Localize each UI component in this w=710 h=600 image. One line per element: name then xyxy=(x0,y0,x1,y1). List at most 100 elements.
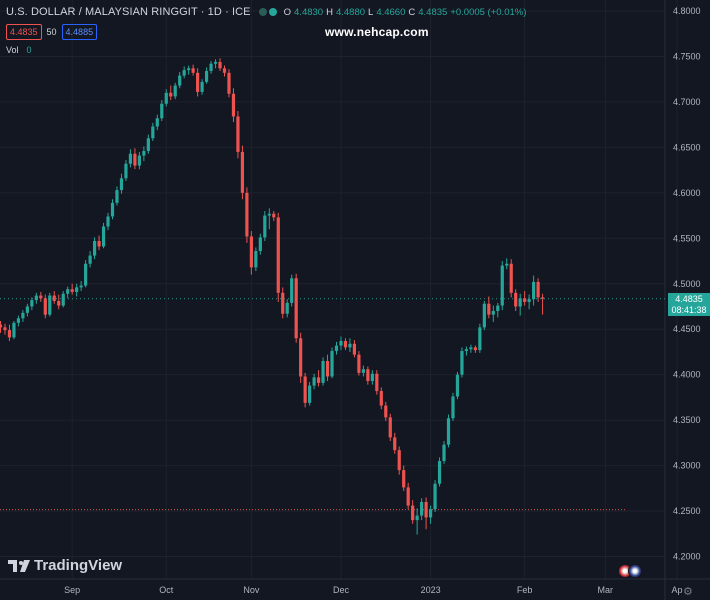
candle-body xyxy=(21,312,25,319)
volume-legend[interactable]: Vol 0 xyxy=(6,45,32,55)
candle-body xyxy=(388,417,392,438)
candle xyxy=(455,371,460,400)
candle-body xyxy=(66,289,70,294)
close-value: 4.4835 xyxy=(418,6,448,18)
candle-body xyxy=(442,444,446,462)
candle-body xyxy=(240,151,245,193)
price-tick-label: 4.5500 xyxy=(673,233,701,243)
candle-body xyxy=(52,295,56,302)
candle-body xyxy=(191,68,195,73)
market-status[interactable] xyxy=(258,8,277,16)
candle-body xyxy=(397,450,401,471)
settings-gear-icon[interactable]: ⚙ xyxy=(683,586,693,598)
tradingview-logo[interactable]: TradingView xyxy=(8,557,122,574)
candle-body xyxy=(370,373,374,382)
symbol-title: U.S. DOLLAR / MALAYSIAN RINGGIT · 1D · I… xyxy=(6,6,251,18)
time-tick-label: Mar xyxy=(598,585,614,595)
candle xyxy=(303,372,307,408)
candle xyxy=(231,88,236,122)
price-tick-label: 4.3000 xyxy=(673,461,701,471)
candle xyxy=(433,480,437,512)
candle-body xyxy=(312,377,316,386)
candle xyxy=(509,259,513,298)
candle xyxy=(393,432,397,454)
candle-body xyxy=(231,93,236,117)
candle-body xyxy=(348,343,352,348)
candle xyxy=(420,498,424,521)
candle xyxy=(79,281,83,292)
candle xyxy=(348,338,352,352)
time-tick-label: Ap xyxy=(671,585,682,595)
candle xyxy=(375,370,379,395)
status-dot-icon xyxy=(268,8,277,16)
candle xyxy=(169,85,173,101)
candle xyxy=(3,323,7,335)
candle-body xyxy=(536,281,540,298)
candle xyxy=(66,286,70,299)
candle xyxy=(446,414,451,448)
candle xyxy=(182,66,186,79)
candle-body xyxy=(505,263,509,266)
candle-body xyxy=(523,298,527,302)
price-tick-label: 4.7500 xyxy=(673,51,701,61)
candle-body xyxy=(79,285,83,288)
candle xyxy=(334,341,339,355)
candle-body xyxy=(357,354,361,373)
candle-body xyxy=(34,295,38,301)
candle xyxy=(236,111,240,159)
candle xyxy=(178,71,182,89)
candle-body xyxy=(424,501,428,518)
candle xyxy=(325,354,330,382)
reference-lines xyxy=(0,298,665,511)
candle-body xyxy=(496,305,500,312)
candle xyxy=(267,208,271,230)
candle xyxy=(505,258,509,270)
candle-body xyxy=(30,300,34,307)
candle-body xyxy=(155,118,159,127)
price-tick-label: 4.5000 xyxy=(673,279,701,289)
candle xyxy=(339,336,343,351)
time-tick-label: Dec xyxy=(333,585,350,595)
candle xyxy=(437,457,442,487)
candle-body xyxy=(384,405,388,418)
candle-body xyxy=(415,515,419,521)
candle xyxy=(146,134,150,154)
last-price-tag: 4.4835 08:41:38 xyxy=(668,293,710,316)
status-dot-icon xyxy=(258,8,267,16)
candle-body xyxy=(25,306,29,313)
candle-body xyxy=(106,216,110,227)
candle xyxy=(12,321,16,340)
candle-body xyxy=(532,281,536,300)
time-axis: Sep Oct Nov Dec 2023 Feb Mar Ap xyxy=(64,585,682,595)
candle-body xyxy=(173,85,177,97)
candle-body xyxy=(61,293,65,306)
sell-button[interactable]: 4.4835 xyxy=(6,24,42,40)
candle-body xyxy=(218,61,222,69)
candle xyxy=(308,381,312,406)
candle xyxy=(276,212,280,302)
candle xyxy=(39,291,43,302)
candle-body xyxy=(402,470,406,488)
time-tick-label: Oct xyxy=(159,585,174,595)
candle-body xyxy=(361,369,365,373)
malaysia-flag-icon xyxy=(628,564,642,578)
candle xyxy=(321,357,325,386)
candle-body xyxy=(57,301,61,306)
candle xyxy=(57,294,61,310)
candle-body xyxy=(48,295,52,315)
candle xyxy=(366,366,370,385)
buy-button[interactable]: 4.4885 xyxy=(61,24,98,40)
time-tick-label: Feb xyxy=(517,585,533,595)
candle xyxy=(330,347,334,379)
candle-body xyxy=(178,75,182,86)
candle xyxy=(240,145,245,200)
candle-body xyxy=(518,298,522,307)
candle xyxy=(487,296,491,319)
candle xyxy=(61,291,65,308)
candle xyxy=(473,345,477,353)
candle xyxy=(142,146,146,162)
candle xyxy=(518,293,522,316)
candle-body xyxy=(12,322,16,338)
candle-body xyxy=(16,318,21,323)
